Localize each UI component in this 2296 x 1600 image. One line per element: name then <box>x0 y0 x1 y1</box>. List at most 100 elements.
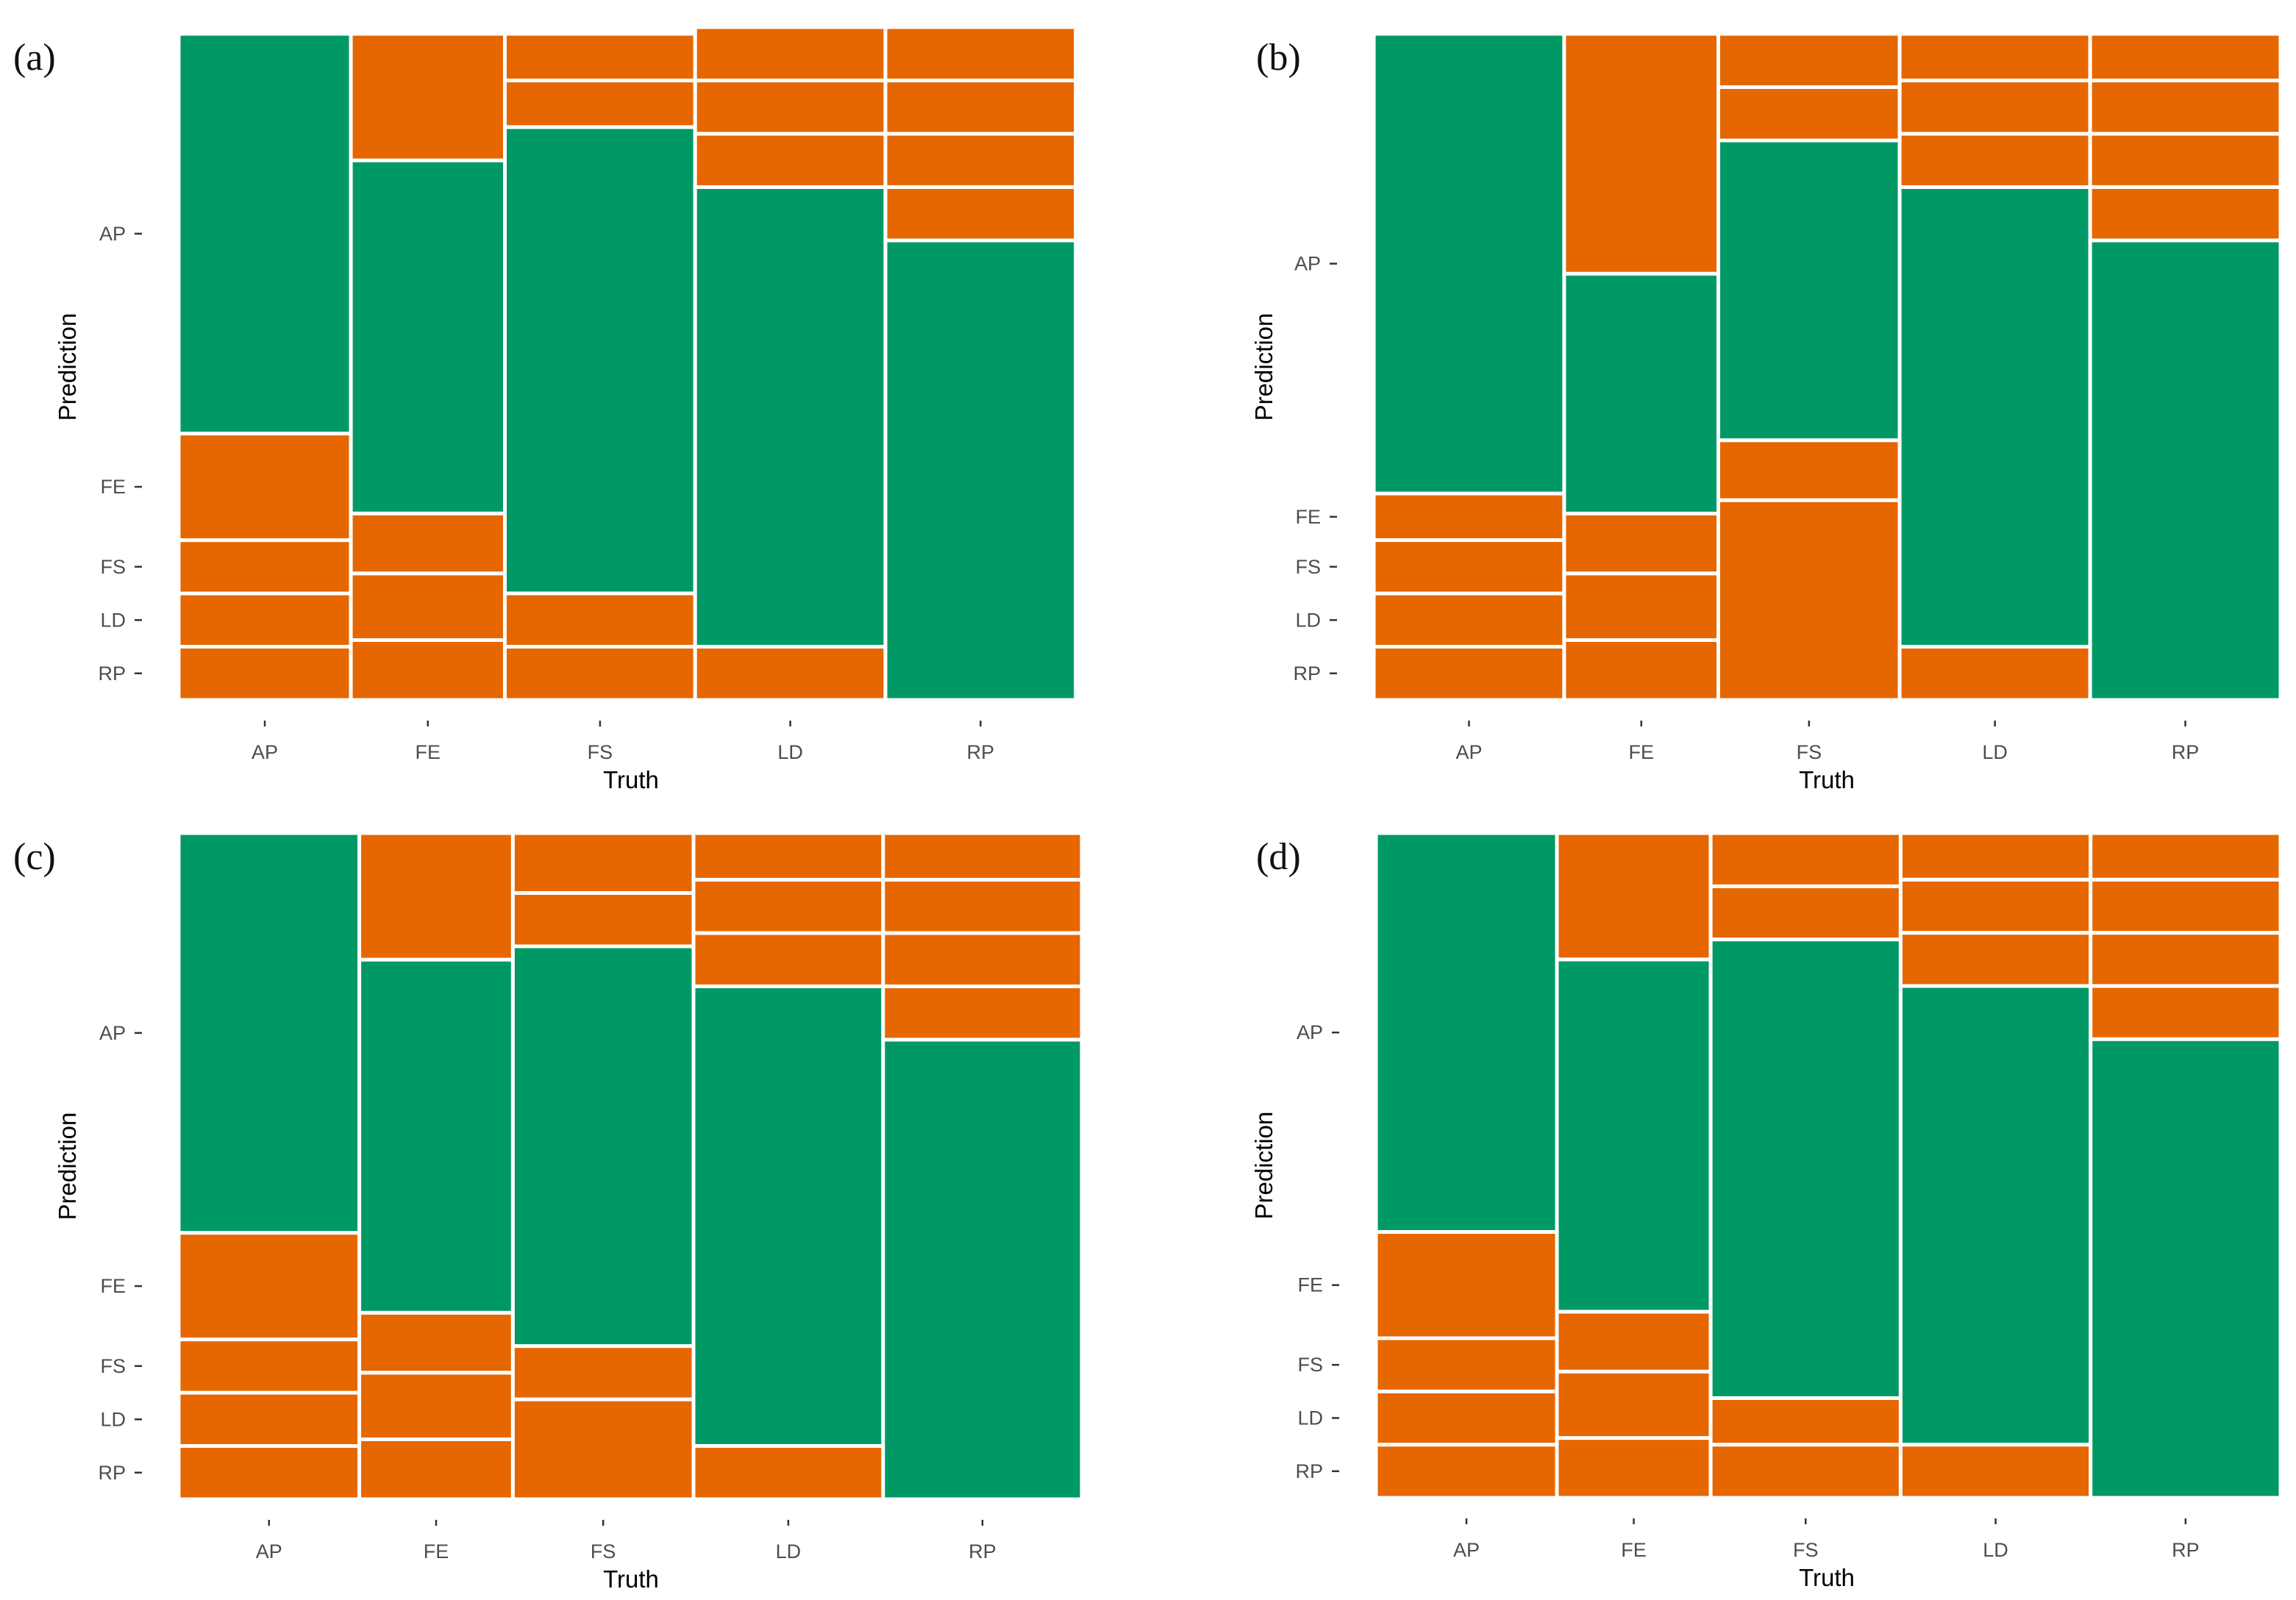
panel-label: (b) <box>1256 37 1301 79</box>
tile-truth-fe-pred-fs <box>357 1310 515 1375</box>
x-tick-label-fe: FE <box>424 1540 449 1562</box>
x-tick-label-ap: AP <box>256 1540 282 1562</box>
tile-truth-ap-pred-rp <box>177 645 353 702</box>
tile-truth-fs-pred-fs <box>1708 938 1903 1400</box>
y-axis-title: Prediction <box>54 313 81 421</box>
y-tick-label-rp: RP <box>98 1462 126 1484</box>
tile-truth-rp-pred-fs <box>881 931 1084 988</box>
tile-truth-fe-pred-ld <box>1562 571 1720 643</box>
tile-truth-fe-pred-fe <box>357 957 515 1315</box>
tile-truth-fs-pred-ap <box>1716 32 1902 89</box>
tile-truth-fe-pred-ap <box>357 831 515 962</box>
x-tick-label-rp: RP <box>2172 741 2200 763</box>
x-tick-label-fs: FS <box>588 741 613 763</box>
tile-truth-ld-pred-ld <box>693 185 888 649</box>
y-tick-label-ap: AP <box>99 1022 126 1044</box>
x-tick-label-fe: FE <box>416 741 441 763</box>
tile-truth-fs-pred-ld <box>1716 438 1902 502</box>
panel-label: (d) <box>1256 836 1301 878</box>
tile-truth-fe-pred-ld <box>357 1371 515 1442</box>
tile-truth-rp-pred-fs <box>2089 931 2283 988</box>
panel-d: AP FE FS LD RP RP LD FS FE AP Truth Prediction (d) <box>1250 831 2283 1591</box>
tile-truth-ap-pred-fe <box>1372 491 1566 542</box>
tile-truth-fe-pred-fe <box>1555 957 1713 1314</box>
x-tick-label-ld: LD <box>1982 741 2008 763</box>
tile-truth-ap-pred-rp <box>1372 645 1566 702</box>
tile-truth-fs-pred-rp <box>1708 1443 1903 1500</box>
x-tick-label-rp: RP <box>969 1540 997 1562</box>
x-tick-label-rp: RP <box>2172 1539 2200 1561</box>
tile-truth-ap-pred-ap <box>1374 831 1559 1234</box>
y-tick-label-ld: LD <box>1295 609 1321 631</box>
y-axis-title: Prediction <box>1250 1112 1277 1220</box>
tile-truth-fe-pred-ld <box>349 571 507 643</box>
y-tick-label-fe: FE <box>1295 506 1321 528</box>
tile-truth-ld-pred-fe <box>1898 877 2093 935</box>
tile-truth-ld-pred-rp <box>693 645 888 702</box>
x-axis-title: Truth <box>603 766 659 793</box>
tile-truth-fe-pred-ap <box>1562 32 1720 276</box>
tile-truth-ld-pred-rp <box>1897 645 2092 702</box>
x-tick-label-fs: FS <box>1797 741 1822 763</box>
tile-truth-rp-pred-ap <box>881 831 1084 882</box>
tile-truth-fs-pred-rp <box>510 1397 696 1501</box>
tile-truth-ld-pred-fs <box>1898 931 2093 988</box>
tile-truth-fs-pred-rp <box>1716 498 1902 702</box>
x-tick-label-ld: LD <box>776 1540 802 1562</box>
y-tick-label-fe: FE <box>100 476 126 498</box>
tile-truth-ld-pred-ap <box>1898 831 2093 882</box>
y-tick-label-fs: FS <box>1297 1354 1323 1376</box>
tile-truth-ap-pred-ld <box>1374 1389 1559 1447</box>
tile-truth-fs-pred-ap <box>1708 831 1903 888</box>
tile-truth-fe-pred-fs <box>1562 511 1720 576</box>
y-tick-label-rp: RP <box>1295 1460 1323 1482</box>
tile-truth-ld-pred-fs <box>693 132 888 189</box>
tile-truth-ld-pred-ld <box>1897 185 2092 649</box>
x-tick-label-rp: RP <box>967 741 995 763</box>
tile-truth-rp-pred-fe <box>881 877 1084 935</box>
x-axis-title: Truth <box>603 1565 659 1593</box>
tile-truth-rp-pred-fe <box>2089 877 2283 935</box>
x-axis-title: Truth <box>1799 1564 1855 1591</box>
tile-truth-ld-pred-ap <box>693 25 888 82</box>
tile-truth-fe-pred-fe <box>349 158 507 515</box>
x-tick-label-fs: FS <box>591 1540 616 1562</box>
y-tick-label-ap: AP <box>1297 1021 1323 1043</box>
tile-truth-ap-pred-rp <box>1374 1443 1559 1500</box>
tile-truth-ap-pred-fe <box>1374 1229 1559 1340</box>
tile-truth-ld-pred-fe <box>693 78 888 136</box>
x-tick-label-ap: AP <box>252 741 278 763</box>
panel-label: (c) <box>13 836 56 878</box>
tile-truth-fe-pred-rp <box>1562 638 1720 702</box>
tile-truth-ap-pred-rp <box>177 1444 362 1501</box>
tile-truth-ld-pred-ap <box>1897 32 2092 82</box>
tile-truth-ap-pred-fs <box>177 1338 362 1395</box>
y-axis-title: Prediction <box>54 1112 81 1221</box>
tile-truth-fs-pred-fe <box>1716 85 1902 143</box>
x-axis-title: Truth <box>1799 766 1855 793</box>
tile-truth-rp-pred-ld <box>2088 185 2283 243</box>
tile-truth-fs-pred-fs <box>510 944 696 1349</box>
y-tick-label-ld: LD <box>100 1408 126 1430</box>
tile-truth-ap-pred-ap <box>1372 32 1566 496</box>
x-tick-label-fe: FE <box>1628 741 1654 763</box>
y-tick-label-ld: LD <box>100 609 126 631</box>
tile-truth-rp-pred-fe <box>2088 78 2283 136</box>
tile-truth-fs-pred-ap <box>510 831 696 895</box>
tile-truth-rp-pred-rp <box>883 238 1078 702</box>
tile-truth-ap-pred-ld <box>1372 591 1566 649</box>
x-tick-label-ld: LD <box>1983 1539 2008 1561</box>
tile-truth-fs-pred-fs <box>503 125 697 596</box>
tile-truth-fe-pred-rp <box>357 1438 515 1501</box>
tile-truth-ld-pred-fs <box>691 931 885 988</box>
tile-truth-fs-pred-ld <box>510 1344 696 1401</box>
tile-truth-ap-pred-fs <box>177 538 353 596</box>
tile-truth-ld-pred-fe <box>691 877 885 935</box>
tile-truth-ap-pred-fe <box>177 432 353 543</box>
tile-truth-fe-pred-ap <box>1555 831 1713 962</box>
tile-truth-fs-pred-ld <box>1708 1396 1903 1447</box>
tile-truth-fe-pred-rp <box>349 638 507 702</box>
panel-label: (a) <box>13 37 56 79</box>
tile-truth-fe-pred-fs <box>349 511 507 576</box>
tile-truth-fs-pred-rp <box>503 645 697 702</box>
